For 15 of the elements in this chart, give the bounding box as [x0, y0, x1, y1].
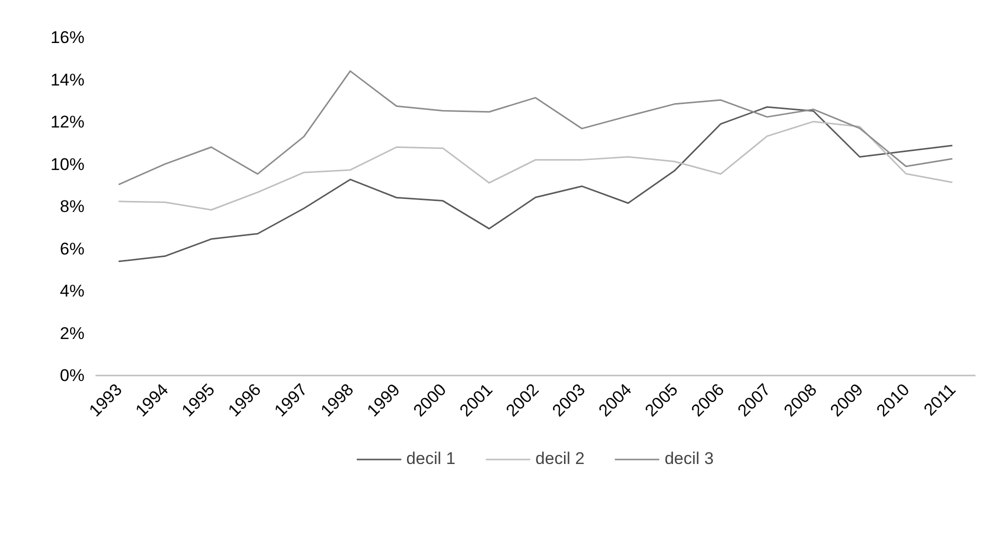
y-tick-label: 8%	[60, 197, 85, 216]
legend-label: decil 3	[664, 449, 714, 469]
line-series	[118, 106, 954, 262]
y-tick-label: 10%	[50, 154, 85, 174]
y-tick-label: 6%	[60, 239, 85, 258]
y-tick-label: 2%	[60, 324, 85, 343]
y-tick-label: 4%	[60, 282, 85, 300]
y-tick-label: 12%	[50, 112, 85, 132]
line-series	[118, 70, 954, 186]
legend-label: decil 2	[535, 449, 585, 469]
y-tick-label: 0%	[60, 366, 85, 385]
y-tick-label: 16%	[50, 28, 85, 47]
y-tick-label: 14%	[50, 70, 85, 90]
legend-label: decil 1	[406, 449, 456, 469]
line-series	[118, 120, 954, 211]
